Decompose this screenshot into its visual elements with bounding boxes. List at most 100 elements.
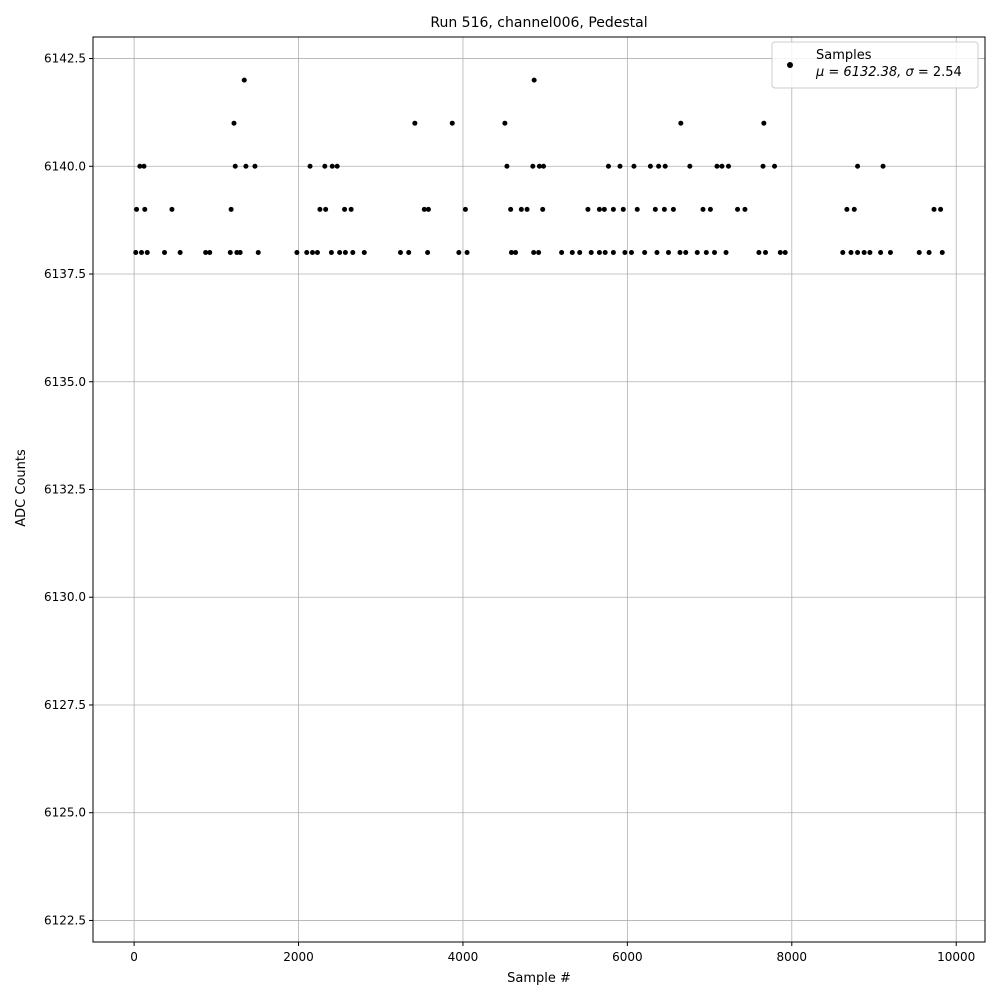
x-axis-label: Sample #	[507, 971, 571, 986]
data-point	[462, 206, 468, 212]
data-point	[231, 120, 237, 126]
legend-stats: μ = 6132.38, σ = 2.54	[815, 65, 962, 80]
data-point	[585, 206, 591, 212]
data-point	[524, 206, 530, 212]
data-point	[207, 249, 213, 255]
data-point	[714, 163, 720, 169]
data-point	[661, 206, 667, 212]
data-point	[700, 206, 706, 212]
data-point	[361, 249, 367, 255]
data-point	[397, 249, 403, 255]
data-point	[203, 249, 209, 255]
data-point	[508, 206, 514, 212]
data-point	[531, 77, 537, 83]
data-point	[310, 249, 316, 255]
data-point	[464, 249, 470, 255]
data-point	[678, 120, 684, 126]
data-point	[916, 249, 922, 255]
data-point	[314, 249, 320, 255]
data-point	[723, 249, 729, 255]
x-tick-label: 8000	[777, 950, 808, 964]
data-point	[844, 206, 850, 212]
data-point	[602, 249, 608, 255]
data-point	[760, 163, 766, 169]
data-point	[707, 206, 713, 212]
y-tick-label: 6132.5	[44, 483, 86, 497]
data-point	[252, 163, 258, 169]
x-tick-label: 6000	[612, 950, 643, 964]
data-point	[228, 206, 234, 212]
data-point	[559, 249, 565, 255]
data-point	[425, 206, 431, 212]
data-point	[137, 163, 143, 169]
y-tick-label: 6130.0	[44, 590, 86, 604]
data-point	[139, 249, 145, 255]
data-point	[756, 249, 762, 255]
data-point	[631, 163, 637, 169]
data-point	[687, 163, 693, 169]
data-point	[232, 163, 238, 169]
chart-title: Run 516, channel006, Pedestal	[430, 15, 647, 31]
x-tick-label: 0	[130, 950, 138, 964]
data-point	[540, 206, 546, 212]
data-point	[628, 249, 634, 255]
data-point	[504, 163, 510, 169]
data-point	[134, 206, 140, 212]
data-point	[177, 249, 183, 255]
data-point	[317, 206, 323, 212]
data-point	[596, 249, 602, 255]
data-point	[880, 163, 886, 169]
data-point	[703, 249, 709, 255]
y-tick-label: 6137.5	[44, 267, 86, 281]
data-point	[133, 249, 139, 255]
data-point	[939, 249, 945, 255]
y-tick-label: 6127.5	[44, 698, 86, 712]
data-points	[133, 77, 945, 255]
data-point	[508, 249, 514, 255]
data-point	[656, 163, 662, 169]
data-point	[456, 249, 462, 255]
data-point	[513, 249, 519, 255]
data-point	[412, 120, 418, 126]
data-point	[541, 163, 547, 169]
data-point	[938, 206, 944, 212]
data-point	[425, 249, 431, 255]
data-point	[348, 206, 354, 212]
data-point	[241, 77, 247, 83]
data-point	[610, 249, 616, 255]
data-point	[307, 163, 313, 169]
data-point	[605, 163, 611, 169]
y-tick-label: 6122.5	[44, 913, 86, 927]
data-point	[742, 206, 748, 212]
data-point	[878, 249, 884, 255]
data-point	[530, 163, 536, 169]
data-point	[421, 206, 427, 212]
data-point	[840, 249, 846, 255]
data-point	[855, 163, 861, 169]
data-point	[683, 249, 689, 255]
x-tick-label: 2000	[283, 950, 314, 964]
data-point	[342, 206, 348, 212]
data-point	[634, 206, 640, 212]
x-tick-label: 4000	[448, 950, 479, 964]
data-point	[931, 206, 937, 212]
data-point	[169, 206, 175, 212]
data-point	[350, 249, 356, 255]
legend: Samples μ = 6132.38, σ = 2.54	[771, 41, 979, 89]
data-point	[255, 249, 261, 255]
data-point	[601, 206, 607, 212]
data-point	[642, 249, 648, 255]
data-point	[323, 206, 329, 212]
data-point	[569, 249, 575, 255]
data-point	[243, 163, 249, 169]
legend-box	[771, 41, 979, 89]
data-point	[725, 163, 731, 169]
data-point	[848, 249, 854, 255]
y-tick-label: 6142.5	[44, 52, 86, 66]
data-point	[647, 163, 653, 169]
data-point	[536, 249, 542, 255]
data-point	[762, 249, 768, 255]
